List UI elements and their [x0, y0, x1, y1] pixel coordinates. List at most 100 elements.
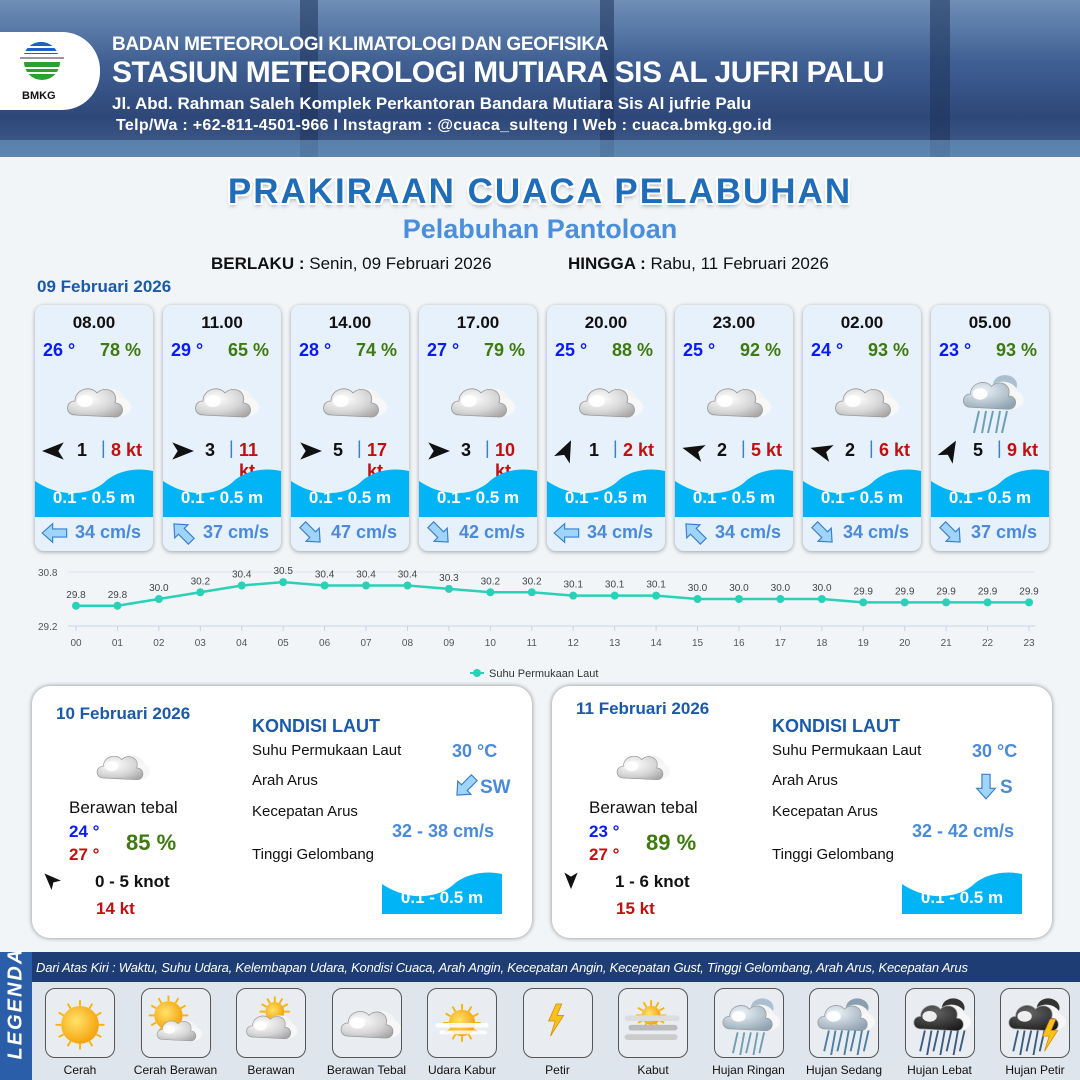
legend-icon-box	[427, 988, 497, 1058]
card-current-speed: 47 cm/s	[331, 522, 398, 542]
valid-to: HINGGA : Rabu, 11 Februari 2026	[568, 254, 829, 274]
legend-icon-box	[236, 988, 306, 1058]
card-wave-height: 0.1 - 0.5 m	[948, 488, 1032, 507]
legend-section: Dari Atas Kiri : Waktu, Suhu Udara, Kele…	[0, 948, 1080, 1080]
series-line	[76, 580, 1029, 607]
card-wind: 1 | 2 kt	[553, 438, 663, 464]
x-tick-label: 21	[941, 638, 953, 649]
card-temperature: 25 °	[683, 340, 716, 360]
wave-shape	[35, 469, 153, 517]
berawan-icon	[246, 996, 298, 1039]
card-weather-icon	[955, 367, 1027, 440]
legend-icon-box	[45, 988, 115, 1058]
valid-from-value: Senin, 09 Februari 2026	[309, 254, 492, 273]
legend-label: Cerah Berawan	[133, 1063, 218, 1077]
data-point	[859, 598, 868, 607]
data-point	[776, 595, 785, 603]
card-wind: 5 | 17 kt	[297, 438, 407, 481]
data-point	[237, 581, 246, 590]
x-tick-label: 16	[733, 638, 745, 649]
card-humidity: 65 %	[227, 340, 269, 360]
data-label: 30.5	[273, 566, 293, 577]
card-time: 02.00	[840, 313, 884, 332]
data-label: 30.2	[522, 576, 542, 587]
data-point	[569, 591, 578, 600]
banner-decor	[930, 0, 950, 157]
data-point	[734, 595, 743, 603]
card-gust: 9 kt	[1007, 440, 1039, 460]
card-wave-height: 0.1 - 0.5 m	[692, 488, 776, 507]
panel-condition: Berawan tebal	[69, 798, 178, 817]
data-label: 30.4	[315, 570, 335, 581]
bmkg-logo-icon	[20, 41, 64, 80]
card-current: 37 cm/s	[937, 519, 1047, 545]
valid-to-label: HINGGA :	[568, 254, 646, 273]
berawan-tebal-icon	[96, 755, 150, 781]
daily-panel: 10 Februari 2026 Berawan tebal 24 ° 27 °…	[32, 686, 532, 938]
card-time: 14.00	[328, 313, 372, 332]
hujan-ringan-icon	[722, 998, 780, 1059]
current-direction-icon	[173, 523, 195, 545]
legend-marker	[473, 669, 481, 677]
legend-item: Kabut	[618, 988, 690, 1077]
wind-direction-icon	[937, 440, 956, 464]
card-weather-icon	[187, 367, 259, 433]
data-point	[486, 588, 495, 597]
x-tick-label: 10	[485, 638, 497, 649]
card-current: 47 cm/s	[297, 519, 407, 545]
wind-direction-icon	[682, 445, 706, 462]
daily-panel: 11 Februari 2026 Berawan tebal 23 ° 27 °…	[552, 686, 1052, 938]
card-wind-speed: 3	[205, 440, 216, 460]
data-label: 30.3	[439, 573, 459, 584]
data-label: 29.9	[978, 586, 998, 597]
wind-direction-icon	[44, 873, 62, 891]
cerah-berawan-icon	[148, 995, 202, 1042]
card-wave-height: 0.1 - 0.5 m	[436, 488, 520, 507]
card-wave-height: 0.1 - 0.5 m	[820, 488, 904, 507]
wave-shape	[675, 469, 793, 517]
udara-kabur-icon	[435, 1004, 489, 1042]
x-tick-label: 08	[402, 638, 414, 649]
legend-item: Hujan Lebat	[904, 988, 977, 1077]
current-direction-icon	[939, 521, 961, 543]
card-weather-icon	[315, 367, 387, 433]
wind-direction-icon	[554, 440, 572, 464]
legend-icon-box	[522, 988, 593, 1058]
separator: |	[229, 438, 234, 458]
legend-item: Berawan Tebal	[327, 988, 406, 1077]
card-temperature: 23 °	[939, 340, 972, 360]
wave-shape	[931, 469, 1049, 517]
berawan-tebal-icon	[579, 388, 643, 418]
card-wind-speed: 5	[333, 440, 344, 460]
card-current-speed: 34 cm/s	[587, 522, 654, 542]
data-label: 30.0	[729, 583, 749, 594]
card-weather-icon	[571, 367, 643, 433]
data-point	[610, 591, 619, 600]
cerah-icon	[55, 1000, 105, 1050]
panel-temp-max: 27 °	[69, 845, 100, 864]
card-gust: 2 kt	[623, 440, 655, 460]
legend-item: Berawan	[236, 988, 308, 1077]
current-direction-value: SW	[480, 777, 511, 798]
data-point	[983, 598, 992, 607]
card-gust: 5 kt	[751, 440, 783, 460]
current-direction: S	[972, 772, 1032, 808]
data-label: 30.2	[191, 576, 211, 587]
legend-label: Berawan	[247, 1063, 295, 1077]
x-tick-label: 00	[70, 638, 82, 649]
berawan-tebal-icon	[323, 388, 387, 418]
sea-temperature-chart: 30.8 29.2 00 29.8 01 29.8 02 30.0 03 30.2 04 30.4 05…	[38, 566, 1039, 680]
wind-direction-icon	[564, 872, 578, 890]
card-current-speed: 42 cm/s	[459, 522, 526, 542]
panel-condition: Berawan tebal	[589, 798, 698, 817]
panel-wind: 0 - 5 knot	[44, 872, 170, 892]
wave-shape	[902, 872, 1022, 914]
card-wind: 2 | 5 kt	[681, 438, 791, 462]
card-current-speed: 37 cm/s	[203, 522, 270, 542]
data-label: 30.0	[688, 583, 708, 594]
card-time: 17.00	[456, 313, 500, 332]
data-label: 29.9	[854, 586, 874, 597]
data-point	[817, 595, 826, 603]
data-label: 30.0	[771, 583, 791, 594]
current-direction-label: Arah Arus	[252, 772, 318, 789]
